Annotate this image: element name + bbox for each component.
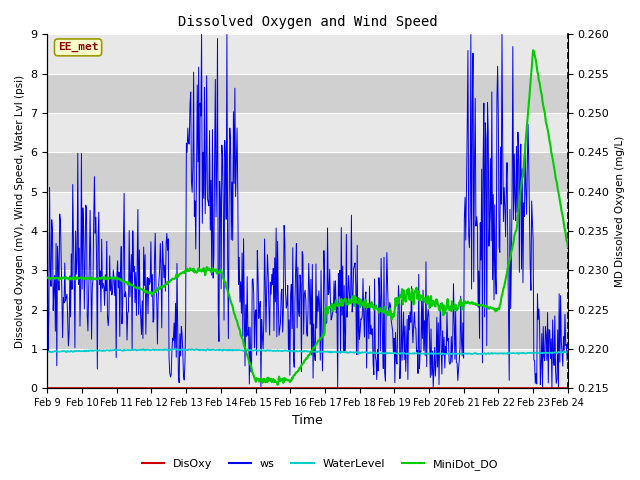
Bar	[47, 349, 568, 388]
Bar	[47, 152, 568, 192]
Bar	[47, 270, 568, 310]
Bar	[47, 35, 568, 73]
Bar	[47, 310, 568, 349]
Bar	[47, 73, 568, 113]
Bar	[47, 231, 568, 270]
Y-axis label: Dissolved Oxygen (mV), Wind Speed, Water Lvl (psi): Dissolved Oxygen (mV), Wind Speed, Water…	[15, 75, 25, 348]
Y-axis label: MD Dissolved Oxygen (mg/L): MD Dissolved Oxygen (mg/L)	[615, 136, 625, 287]
Title: Dissolved Oxygen and Wind Speed: Dissolved Oxygen and Wind Speed	[178, 15, 437, 29]
Text: EE_met: EE_met	[58, 42, 99, 52]
Legend: DisOxy, ws, WaterLevel, MiniDot_DO: DisOxy, ws, WaterLevel, MiniDot_DO	[137, 455, 503, 474]
X-axis label: Time: Time	[292, 414, 323, 427]
Bar	[47, 192, 568, 231]
Bar	[47, 113, 568, 152]
